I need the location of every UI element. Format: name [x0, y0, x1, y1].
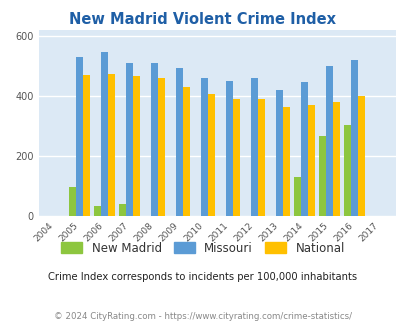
Bar: [318, 137, 325, 216]
Bar: [282, 107, 290, 216]
Text: New Madrid Violent Crime Index: New Madrid Violent Crime Index: [69, 12, 336, 26]
Bar: [201, 78, 208, 216]
Bar: [119, 204, 126, 216]
Bar: [94, 206, 101, 216]
Bar: [108, 74, 115, 216]
Bar: [76, 57, 83, 216]
Bar: [176, 68, 183, 216]
Bar: [307, 105, 314, 216]
Legend: New Madrid, Missouri, National: New Madrid, Missouri, National: [56, 237, 349, 259]
Bar: [258, 99, 264, 216]
Bar: [158, 79, 165, 216]
Bar: [183, 87, 190, 216]
Bar: [350, 60, 357, 216]
Bar: [325, 66, 333, 216]
Bar: [126, 63, 133, 216]
Bar: [301, 82, 307, 216]
Bar: [208, 94, 215, 216]
Bar: [333, 102, 339, 216]
Bar: [83, 75, 90, 216]
Bar: [275, 90, 282, 216]
Bar: [357, 96, 364, 216]
Text: © 2024 CityRating.com - https://www.cityrating.com/crime-statistics/: © 2024 CityRating.com - https://www.city…: [54, 312, 351, 321]
Bar: [133, 76, 140, 216]
Bar: [151, 63, 158, 216]
Bar: [343, 125, 350, 216]
Bar: [294, 177, 301, 216]
Bar: [101, 52, 108, 216]
Text: Crime Index corresponds to incidents per 100,000 inhabitants: Crime Index corresponds to incidents per…: [48, 272, 357, 282]
Bar: [251, 79, 258, 216]
Bar: [69, 187, 76, 216]
Bar: [232, 99, 240, 216]
Bar: [226, 81, 232, 216]
